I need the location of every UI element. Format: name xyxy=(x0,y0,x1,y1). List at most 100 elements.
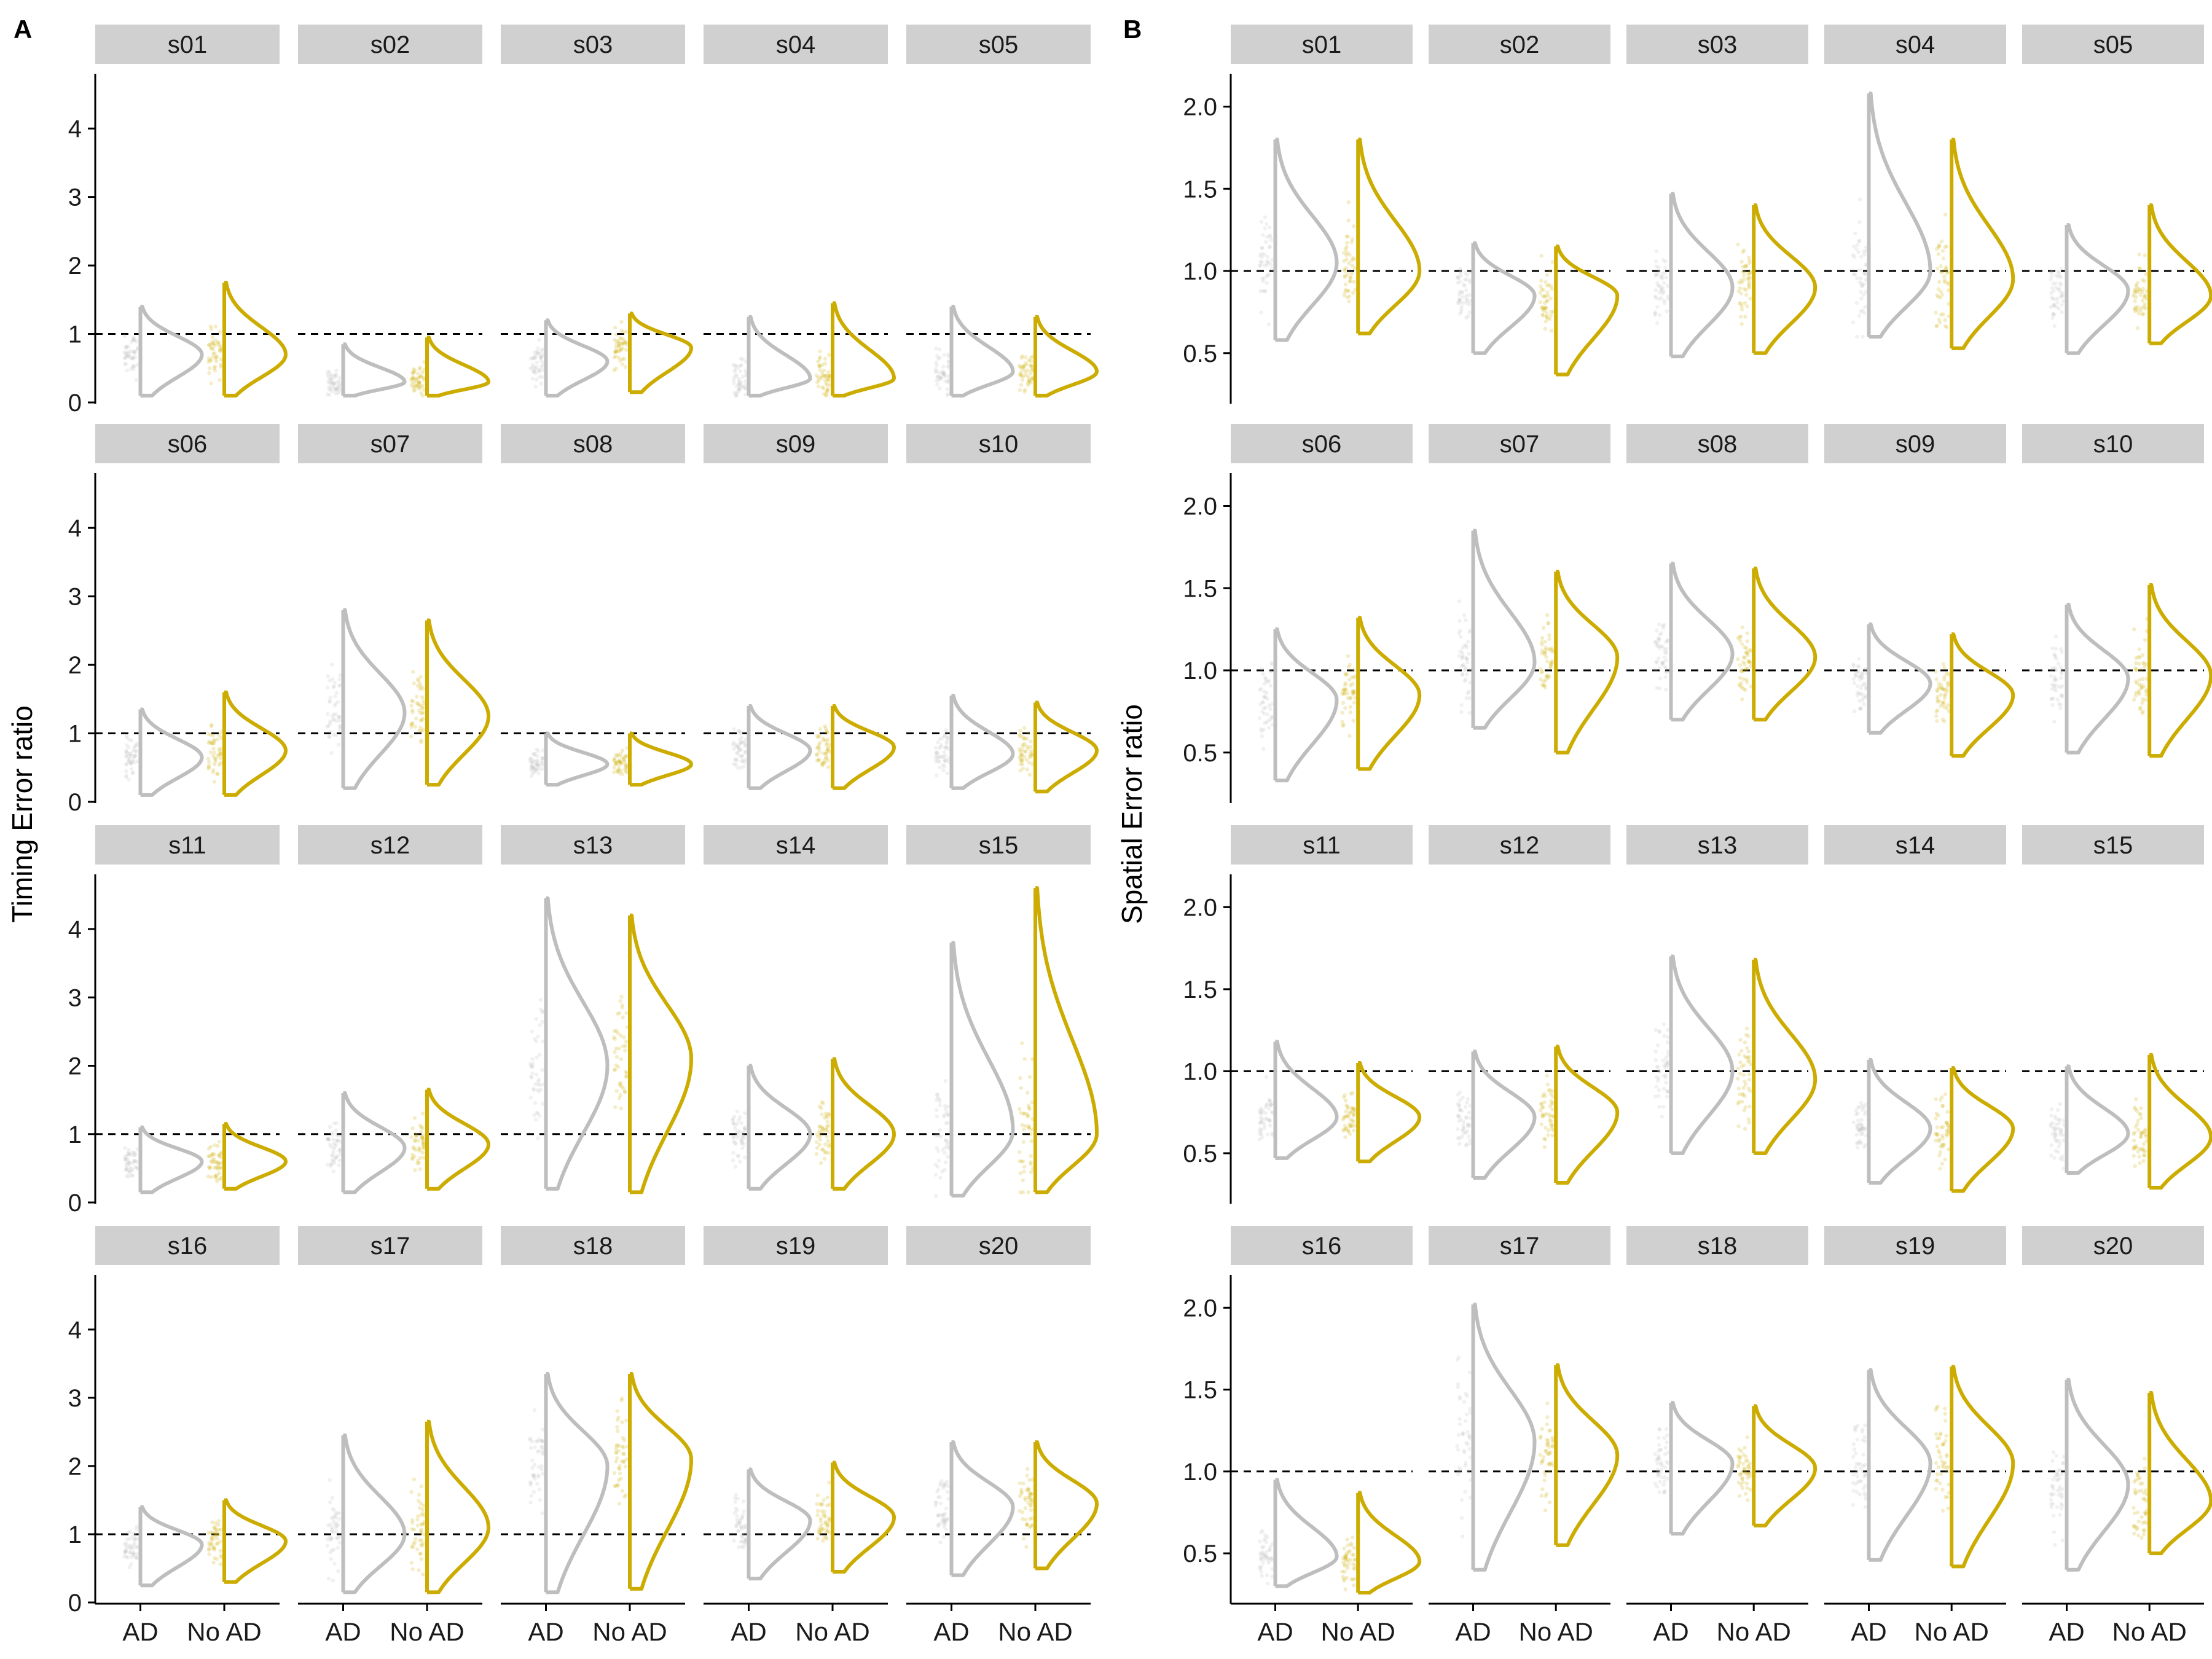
data-point xyxy=(1022,726,1027,731)
data-points-ad xyxy=(1456,267,1472,320)
data-point xyxy=(615,753,619,758)
data-point xyxy=(1025,1473,1029,1478)
data-point xyxy=(743,743,748,747)
data-point xyxy=(617,349,621,353)
facet-b-s05: s05 xyxy=(2022,25,2212,355)
data-point xyxy=(732,727,736,731)
data-point xyxy=(1341,1117,1345,1122)
data-point xyxy=(131,367,136,371)
data-point xyxy=(1029,1504,1033,1508)
data-point xyxy=(741,1499,746,1504)
data-point xyxy=(823,758,827,763)
data-point xyxy=(1740,626,1744,630)
data-point xyxy=(614,1459,618,1464)
data-point xyxy=(1340,710,1344,715)
data-point xyxy=(1258,1551,1263,1555)
data-point xyxy=(735,745,740,749)
data-point xyxy=(2050,646,2055,651)
data-point xyxy=(2141,312,2146,316)
violin-ad xyxy=(2066,223,2130,355)
facet-strip-label: s17 xyxy=(371,1233,410,1260)
data-point xyxy=(335,1138,340,1143)
facet-a-s11: s11 xyxy=(95,825,288,1194)
data-point xyxy=(617,758,622,763)
data-points-ad xyxy=(933,1079,951,1198)
data-point xyxy=(1021,1178,1025,1183)
data-point xyxy=(737,379,742,383)
data-point xyxy=(1465,672,1469,677)
data-point xyxy=(421,706,425,710)
data-point xyxy=(1747,1120,1751,1125)
facet-a-s14: s14 xyxy=(704,825,896,1191)
data-point xyxy=(217,1139,221,1144)
data-point xyxy=(620,772,624,777)
data-point xyxy=(825,730,830,734)
data-point xyxy=(1747,1461,1752,1466)
facet-strip-label: s08 xyxy=(1698,431,1738,458)
data-point xyxy=(135,1545,139,1549)
data-point xyxy=(939,743,944,747)
data-point xyxy=(410,1567,415,1571)
data-point xyxy=(1020,1041,1024,1046)
data-point xyxy=(1942,1142,1946,1147)
data-point xyxy=(1024,355,1028,359)
data-point xyxy=(537,337,541,342)
data-point xyxy=(1863,305,1867,309)
data-point xyxy=(1341,1095,1346,1100)
data-point xyxy=(409,724,414,729)
data-point xyxy=(1464,656,1469,661)
data-point xyxy=(1657,265,1661,270)
data-point xyxy=(1935,719,1939,723)
data-point xyxy=(133,348,138,353)
data-point xyxy=(536,367,541,372)
data-point xyxy=(825,387,830,391)
data-point xyxy=(2141,661,2146,665)
data-point xyxy=(1461,1534,1465,1539)
data-point xyxy=(738,1115,742,1120)
data-point xyxy=(414,1537,418,1541)
data-point xyxy=(1940,1161,1944,1166)
data-point xyxy=(1020,756,1024,761)
data-point xyxy=(412,1528,417,1532)
data-point xyxy=(2133,289,2137,293)
data-points-no-ad xyxy=(1341,1091,1357,1140)
data-point xyxy=(1934,710,1939,714)
data-point xyxy=(2060,1538,2065,1543)
data-point xyxy=(826,370,830,374)
data-point xyxy=(1260,729,1264,734)
data-points-no-ad xyxy=(1018,354,1035,394)
data-point xyxy=(735,1109,740,1114)
data-point xyxy=(419,374,423,378)
data-point xyxy=(335,700,340,704)
data-point xyxy=(1538,1453,1542,1457)
x-tick-label: AD xyxy=(933,1617,969,1646)
data-point xyxy=(529,756,533,761)
data-point xyxy=(128,761,133,766)
data-point xyxy=(331,718,335,723)
data-point xyxy=(409,704,414,708)
data-point xyxy=(1030,753,1035,758)
violin-ad xyxy=(140,1125,204,1194)
data-point xyxy=(415,371,420,375)
data-point xyxy=(1546,1438,1550,1443)
data-point xyxy=(327,734,331,739)
violin-no-ad xyxy=(426,618,490,787)
data-point xyxy=(945,771,949,775)
data-point xyxy=(1539,254,1543,258)
data-point xyxy=(1459,1467,1463,1472)
x-tick-label: AD xyxy=(325,1617,361,1646)
facet-a-s09: s09 xyxy=(704,424,896,790)
data-point xyxy=(613,1037,617,1041)
facet-a-s08: s08 xyxy=(501,424,693,787)
data-point xyxy=(824,1128,828,1132)
data-point xyxy=(131,756,136,761)
data-point xyxy=(1018,364,1022,369)
data-point xyxy=(616,767,621,772)
data-point xyxy=(536,1034,540,1039)
data-point xyxy=(2058,281,2062,286)
data-point xyxy=(742,1126,747,1131)
data-point xyxy=(536,1475,541,1479)
data-point xyxy=(535,747,539,751)
data-point xyxy=(133,1152,138,1156)
data-point xyxy=(2053,1543,2057,1547)
